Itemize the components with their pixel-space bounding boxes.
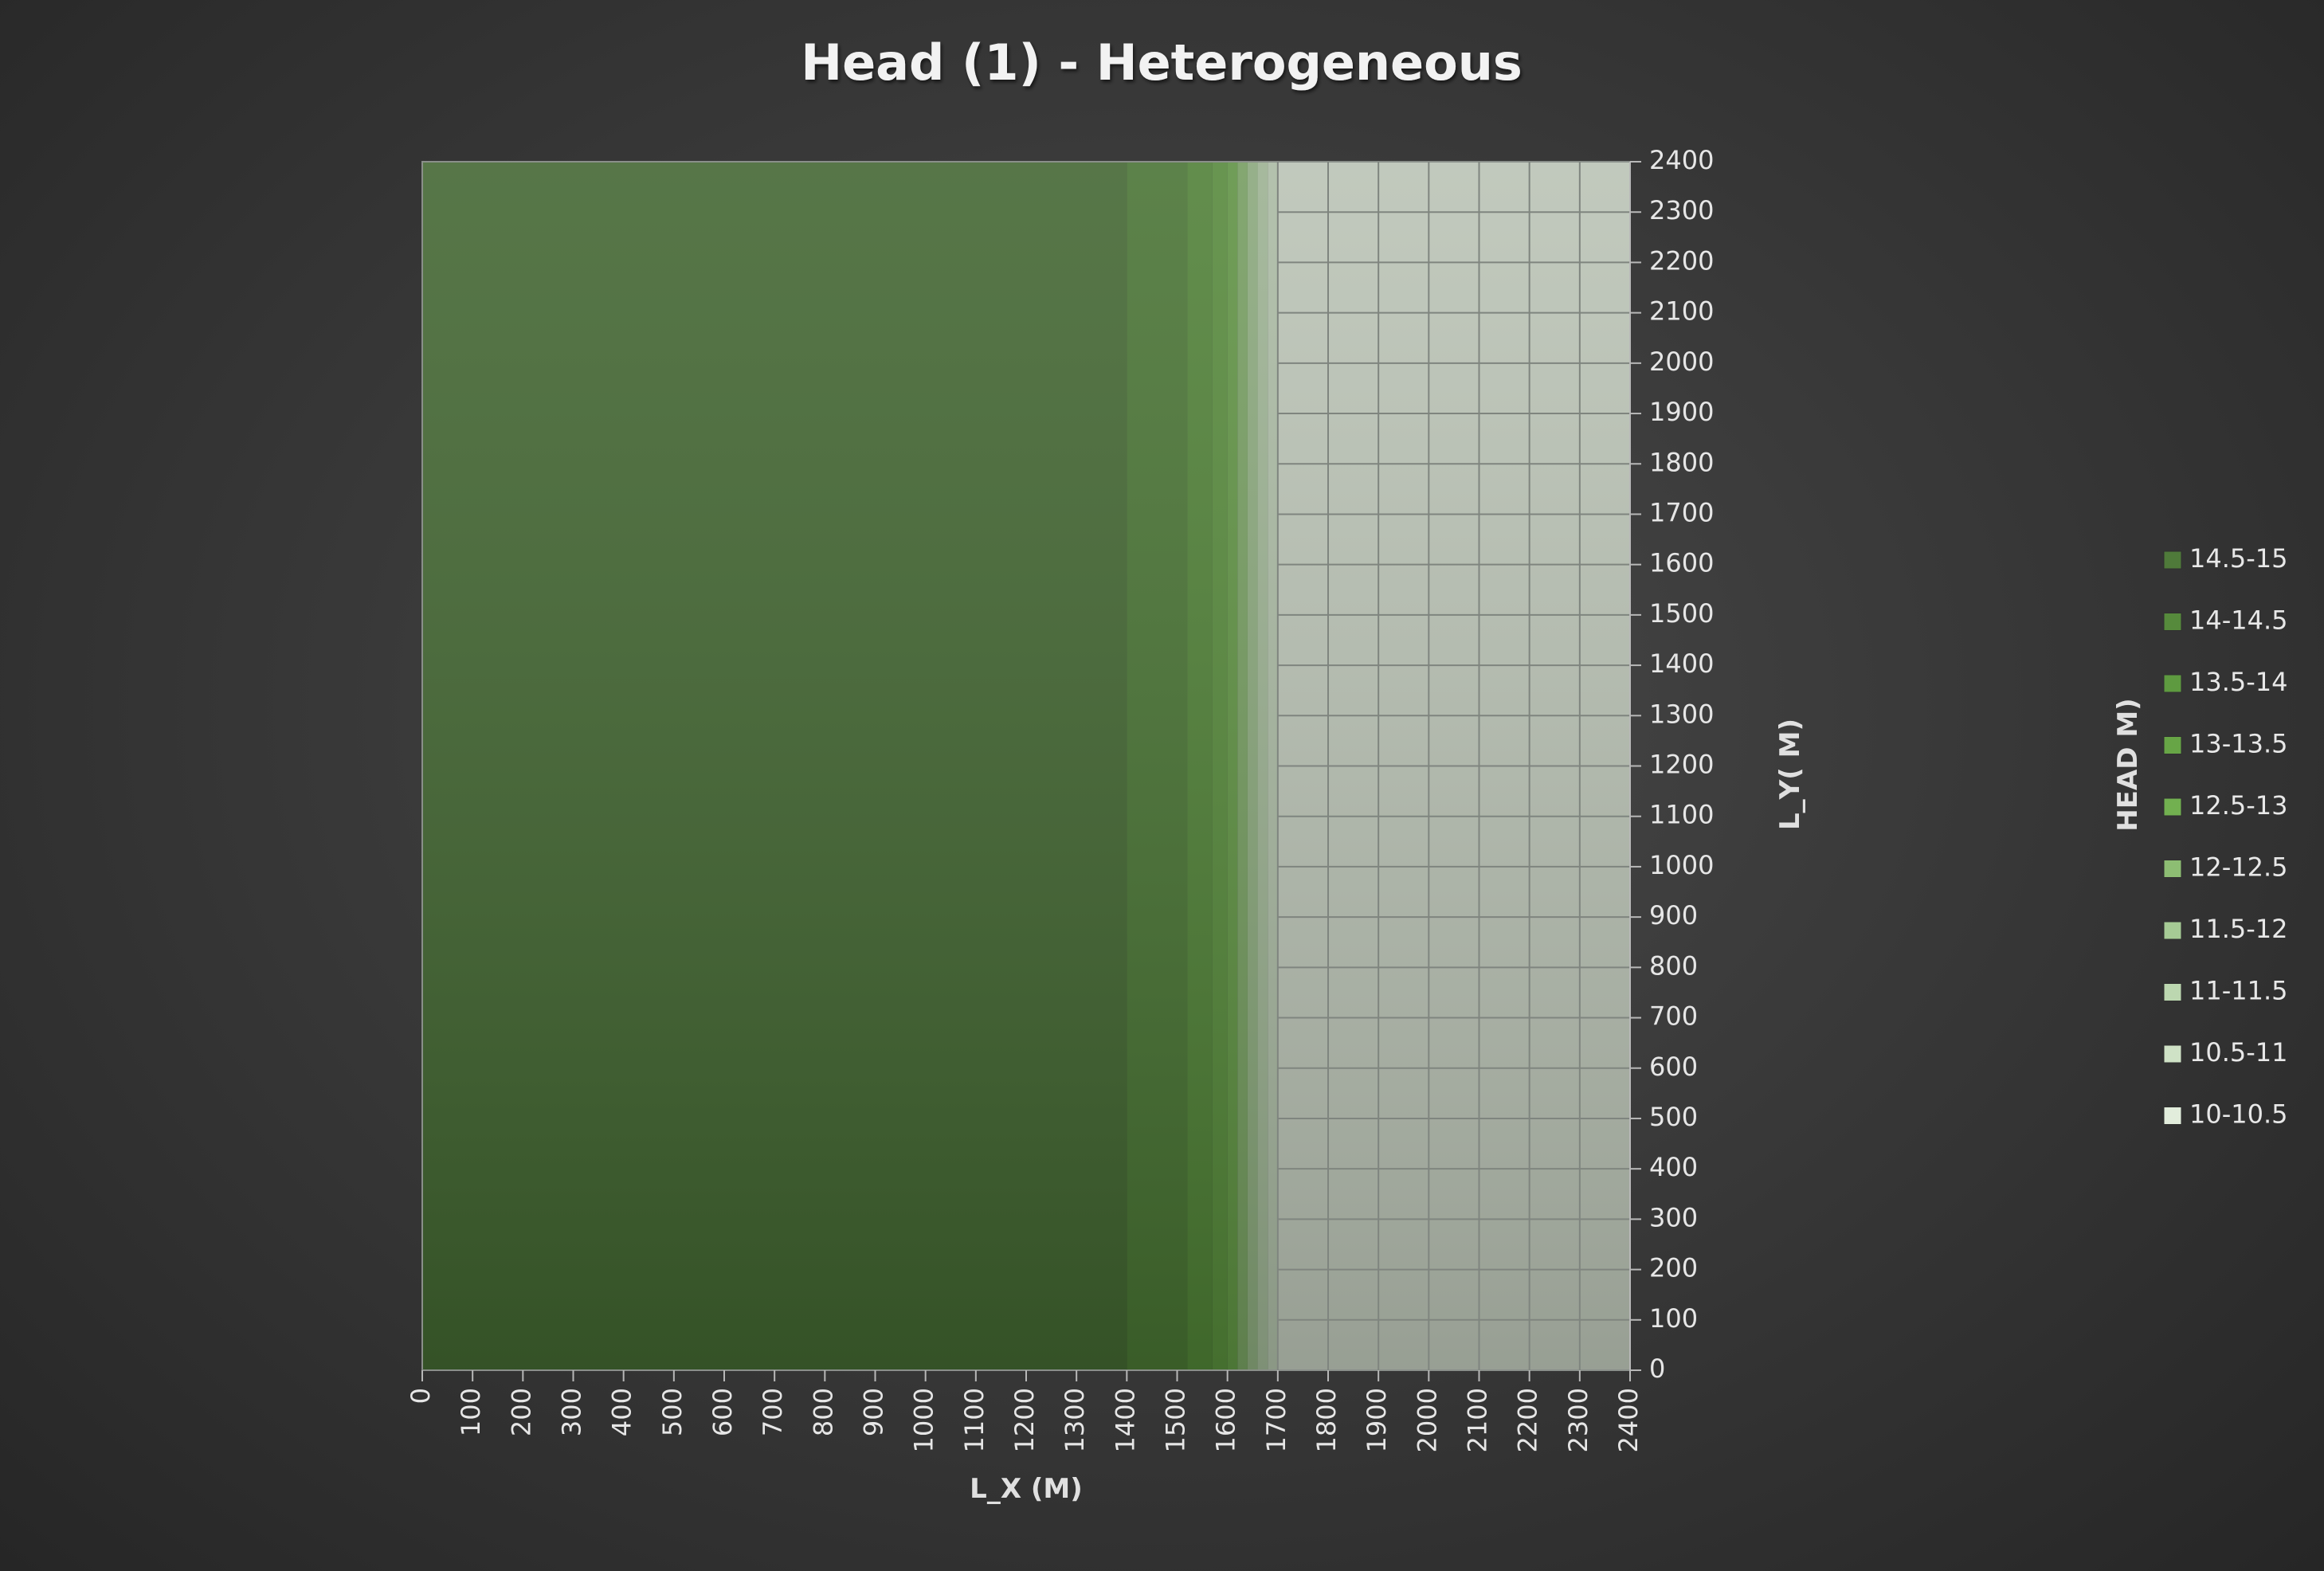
legend-label: 12.5-13 — [2189, 790, 2288, 821]
y-axis-title: L_Y( M) — [1774, 719, 1806, 830]
x-tick-label: 1100 — [959, 1388, 990, 1452]
y-tick-label: 1000 — [1649, 850, 1714, 880]
x-tick-label: 2200 — [1513, 1388, 1543, 1452]
chart-title: Head (1) - Heterogeneous — [801, 33, 1523, 92]
y-tick-label: 400 — [1649, 1152, 1698, 1182]
x-tick-label: 2100 — [1463, 1388, 1493, 1452]
x-tick-label: 1500 — [1161, 1388, 1191, 1452]
x-tick-label: 1900 — [1362, 1388, 1392, 1452]
x-tick-label: 1600 — [1211, 1388, 1241, 1452]
x-tick-label: 100 — [456, 1388, 486, 1436]
y-tick-label: 900 — [1649, 900, 1698, 930]
x-axis: 0 100 200 300 400 500 600 700 800 900 1000 1100 1200… — [406, 1370, 1644, 1452]
y-tick-label: 100 — [1649, 1303, 1698, 1334]
x-axis-title: L_X (M) — [970, 1473, 1083, 1505]
legend-label: 10-10.5 — [2189, 1099, 2288, 1130]
y-tick-label: 2100 — [1649, 296, 1714, 327]
legend-label: 14-14.5 — [2189, 605, 2288, 636]
x-tick-label: 600 — [707, 1388, 738, 1436]
y-tick-label: 800 — [1649, 950, 1698, 981]
y-tick-label: 1200 — [1649, 750, 1714, 780]
x-tick-label: 200 — [506, 1388, 536, 1436]
x-tick-label: 1400 — [1110, 1388, 1140, 1452]
y-tick-label: 1900 — [1649, 397, 1714, 427]
y-tick-label: 200 — [1649, 1253, 1698, 1283]
x-tick-label: 2400 — [1613, 1388, 1644, 1452]
legend-label: 14.5-15 — [2189, 543, 2288, 574]
legend-label: 13.5-14 — [2189, 667, 2288, 697]
x-tick-label: 2000 — [1412, 1388, 1442, 1452]
y-tick-label: 2300 — [1649, 195, 1714, 225]
x-tick-label: 800 — [808, 1388, 838, 1436]
y-tick-label: 1500 — [1649, 598, 1714, 629]
x-tick-label: 1200 — [1009, 1388, 1040, 1452]
x-tick-label: 1700 — [1261, 1388, 1291, 1452]
legend: 14.5-15 14-14.5 13.5-14 13-13.5 12.5-13 12-12… — [2163, 543, 2288, 1130]
y-axis: 0 100 200 300 400 500 600 700 800 900 1000 1100 1200… — [1629, 145, 1714, 1384]
y-tick-label: 1400 — [1649, 648, 1714, 679]
y-tick-label: 300 — [1649, 1202, 1698, 1232]
legend-swatch — [2163, 736, 2182, 754]
legend-label: 11-11.5 — [2189, 976, 2288, 1006]
legend-label: 10.5-11 — [2189, 1037, 2288, 1068]
x-tick-label: 400 — [607, 1388, 637, 1436]
x-tick-label: 0 — [406, 1388, 436, 1404]
y-tick-label: 1100 — [1649, 800, 1714, 830]
legend-swatch — [2163, 860, 2182, 878]
legend-swatch — [2163, 921, 2182, 940]
y-tick-label: 500 — [1649, 1102, 1698, 1132]
y-tick-label: 2000 — [1649, 347, 1714, 377]
legend-label: 13-13.5 — [2189, 729, 2288, 759]
x-tick-label: 700 — [758, 1388, 788, 1436]
x-tick-label: 1300 — [1060, 1388, 1090, 1452]
legend-swatch — [2163, 550, 2182, 570]
legend-swatch — [2163, 613, 2182, 631]
x-tick-label: 2300 — [1563, 1388, 1593, 1452]
grid-lines — [1276, 162, 1630, 1370]
y-tick-label: 1700 — [1649, 497, 1714, 527]
legend-swatch — [2163, 1044, 2182, 1064]
x-tick-label: 300 — [557, 1388, 587, 1436]
legend-swatch — [2163, 1107, 2182, 1125]
legend-swatch — [2163, 983, 2182, 1001]
y-tick-label: 0 — [1649, 1354, 1665, 1384]
legend-swatch — [2163, 674, 2182, 693]
y-tick-label: 600 — [1649, 1052, 1698, 1082]
legend-title: HEAD M) — [2112, 698, 2144, 831]
y-tick-label: 1300 — [1649, 699, 1714, 729]
legend-label: 12-12.5 — [2189, 852, 2288, 883]
y-tick-label: 2400 — [1649, 145, 1714, 175]
x-tick-label: 1000 — [909, 1388, 939, 1452]
y-tick-label: 1600 — [1649, 548, 1714, 578]
x-tick-label: 900 — [859, 1388, 889, 1436]
y-tick-label: 1800 — [1649, 447, 1714, 477]
x-tick-label: 500 — [657, 1388, 688, 1436]
legend-swatch — [2163, 797, 2182, 817]
y-tick-label: 2200 — [1649, 245, 1714, 276]
x-tick-label: 1800 — [1311, 1388, 1342, 1452]
y-tick-label: 700 — [1649, 1001, 1698, 1032]
legend-label: 11.5-12 — [2189, 914, 2288, 944]
